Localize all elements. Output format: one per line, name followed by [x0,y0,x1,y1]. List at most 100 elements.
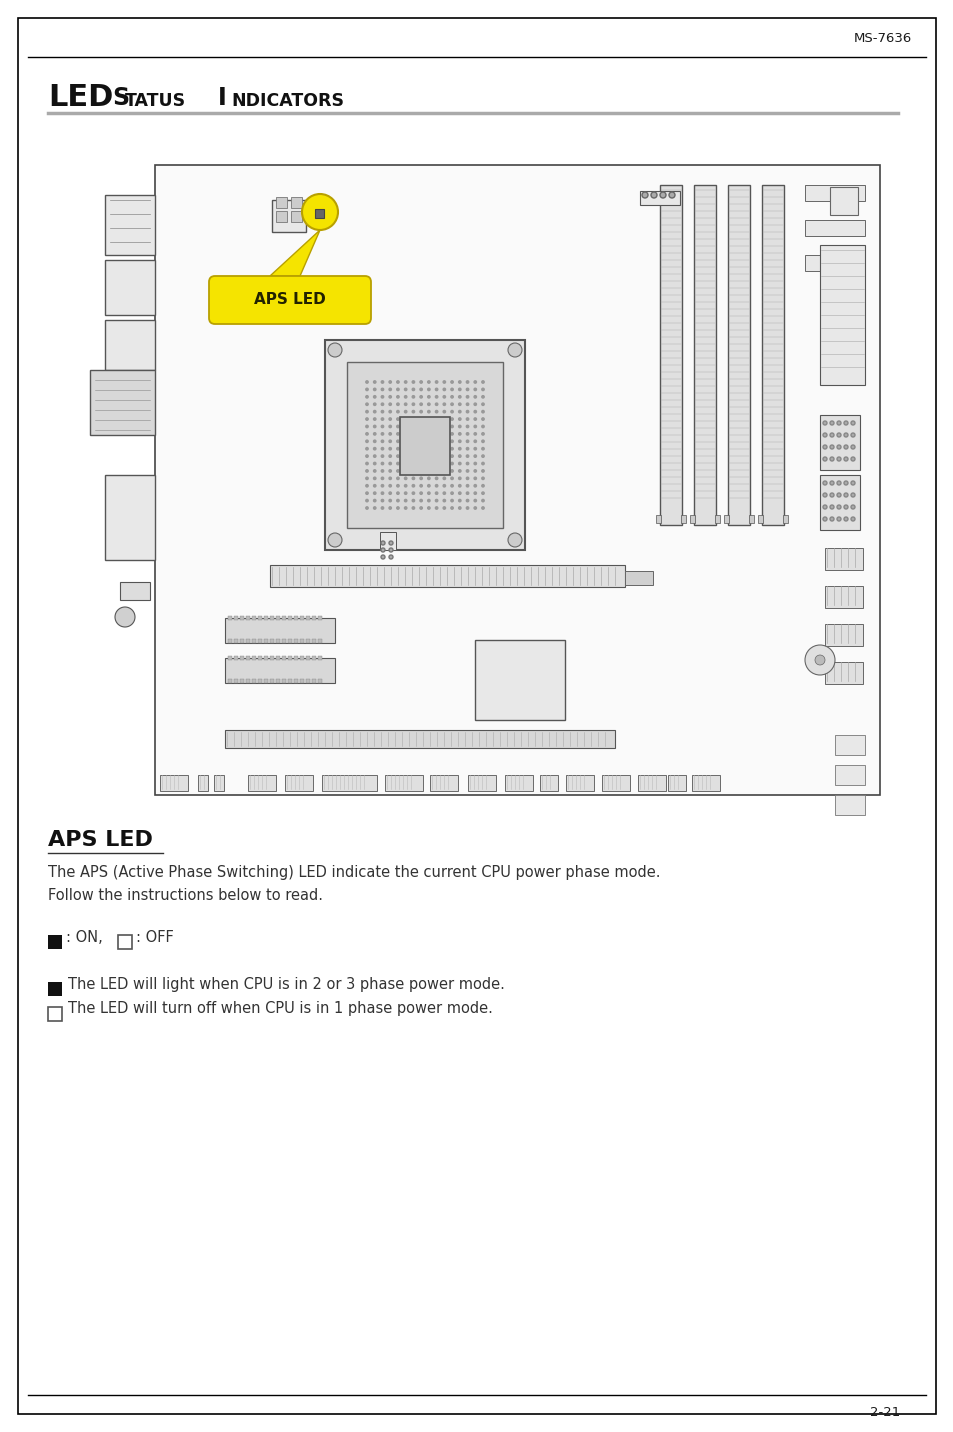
Circle shape [427,418,430,420]
Circle shape [435,507,437,510]
Circle shape [412,432,415,435]
Bar [291,198,302,208]
Circle shape [381,507,383,510]
Circle shape [443,463,445,465]
Circle shape [443,388,445,391]
Circle shape [829,505,833,508]
Circle shape [374,381,375,384]
Circle shape [466,484,468,487]
Circle shape [404,425,406,428]
Bar [504,775,533,790]
Circle shape [458,484,460,487]
Bar [288,616,292,620]
Circle shape [412,418,415,420]
Bar [430,775,457,790]
Circle shape [829,481,833,485]
Circle shape [396,418,398,420]
Circle shape [396,463,398,465]
Bar [288,639,292,643]
Circle shape [412,477,415,480]
Bar [294,656,297,660]
Circle shape [412,493,415,494]
Bar [270,679,274,683]
Circle shape [396,402,398,405]
Circle shape [365,500,368,501]
Circle shape [435,432,437,435]
Circle shape [474,395,476,398]
Circle shape [374,484,375,487]
Circle shape [481,388,484,391]
Circle shape [419,395,422,398]
Circle shape [474,411,476,412]
Circle shape [466,395,468,398]
Bar [246,616,250,620]
Circle shape [396,388,398,391]
Bar [225,657,335,683]
Bar [312,639,315,643]
Circle shape [474,463,476,465]
Bar [154,165,879,795]
Circle shape [435,388,437,391]
Circle shape [443,477,445,480]
Circle shape [389,548,393,551]
Circle shape [389,425,391,428]
Text: APS LED: APS LED [48,831,152,851]
Bar [723,516,728,523]
Bar [399,417,450,475]
Bar [275,616,280,620]
Circle shape [822,505,826,508]
Bar [691,775,720,790]
Circle shape [466,507,468,510]
Circle shape [404,432,406,435]
Circle shape [443,402,445,405]
Bar [325,339,524,550]
Circle shape [404,395,406,398]
Bar [252,639,255,643]
Circle shape [396,381,398,384]
Bar [306,679,310,683]
Circle shape [843,457,847,461]
Circle shape [365,493,368,494]
Circle shape [374,493,375,494]
Bar [379,533,395,550]
Circle shape [458,432,460,435]
Bar [782,516,787,523]
Bar [105,475,154,560]
Bar [270,639,274,643]
Bar [656,516,660,523]
Circle shape [435,448,437,450]
Circle shape [427,463,430,465]
Circle shape [474,425,476,428]
Circle shape [481,470,484,473]
Circle shape [443,484,445,487]
Circle shape [419,381,422,384]
Bar [233,656,237,660]
Circle shape [481,493,484,494]
Circle shape [396,484,398,487]
Circle shape [474,477,476,480]
Circle shape [435,411,437,412]
Bar [225,619,335,643]
Circle shape [435,484,437,487]
Circle shape [435,500,437,501]
Circle shape [443,381,445,384]
Circle shape [481,440,484,442]
Circle shape [412,463,415,465]
Bar [306,656,310,660]
Circle shape [374,425,375,428]
Circle shape [443,395,445,398]
Bar [638,775,665,790]
Circle shape [419,470,422,473]
Circle shape [829,421,833,425]
Bar [270,566,624,587]
Circle shape [829,517,833,521]
Bar [475,640,564,720]
Text: I: I [218,86,227,110]
Circle shape [451,418,453,420]
Circle shape [412,455,415,457]
Circle shape [474,418,476,420]
Circle shape [451,477,453,480]
Circle shape [365,395,368,398]
Circle shape [451,432,453,435]
Circle shape [374,432,375,435]
